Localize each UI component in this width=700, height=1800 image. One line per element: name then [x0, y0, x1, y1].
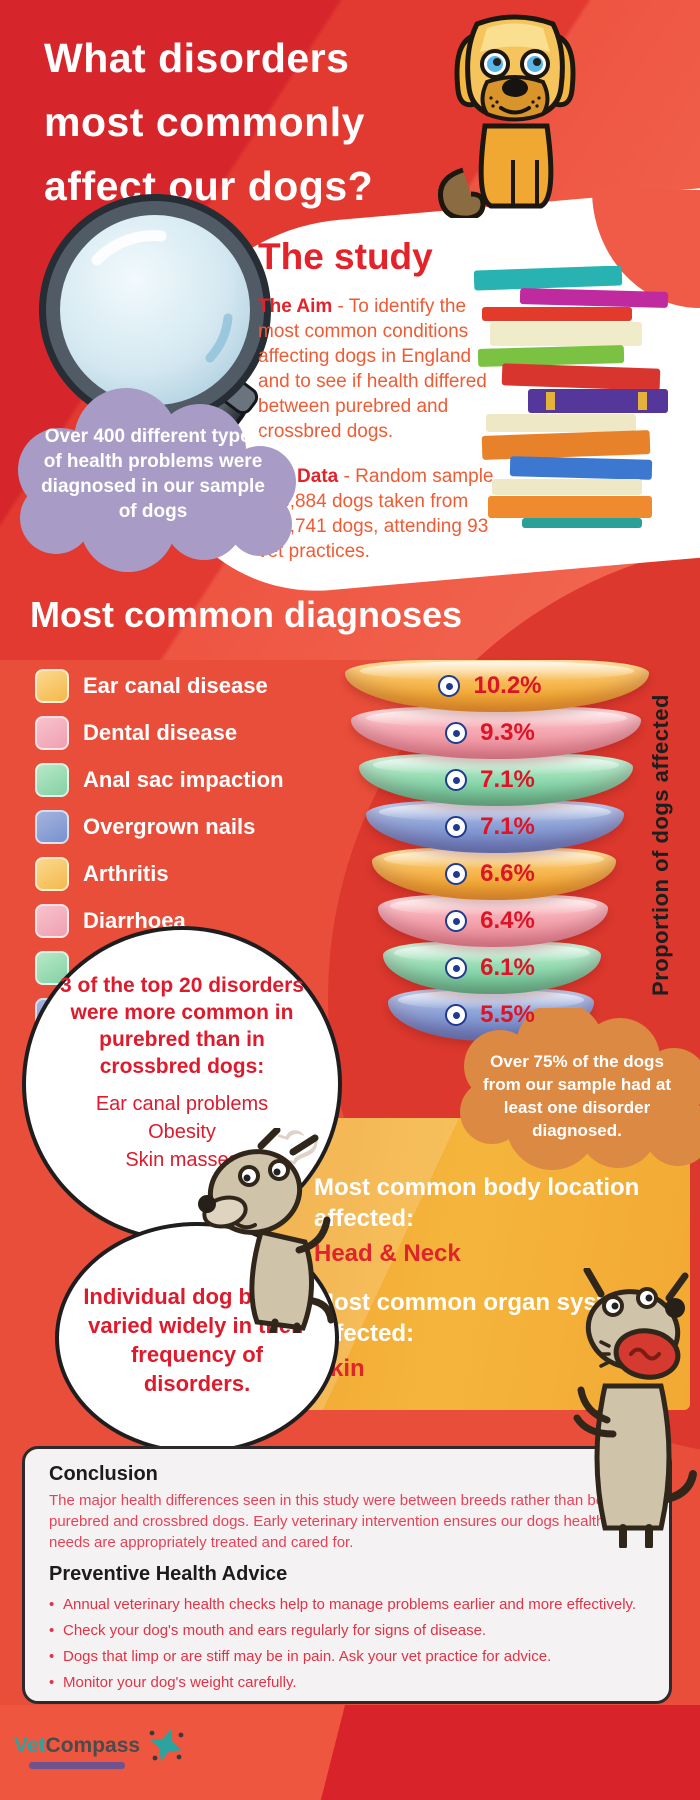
- purple-cloud-shape: [18, 388, 296, 572]
- howling-dog-illustration: [573, 1268, 697, 1548]
- legend-label: Overgrown nails: [83, 813, 256, 839]
- legend-item: Dental disease: [35, 709, 237, 756]
- dog-illustration: [437, 14, 576, 218]
- vetcompass-logo: VetCompass: [14, 1728, 186, 1769]
- confused-dog-illustration: [198, 1128, 335, 1333]
- funnel-percentage: 6.4%: [480, 907, 535, 934]
- legend-label: Arthritis: [83, 860, 169, 886]
- legend-swatch-pink: [35, 715, 69, 750]
- funnel-value-row: 6.4%: [370, 899, 610, 943]
- study-heading: The study: [258, 236, 433, 277]
- advice-item: Dogs that limp or are stiff may be in pa…: [49, 1644, 645, 1670]
- advice-item: Annual veterinary health checks help to …: [49, 1592, 645, 1618]
- advice-heading: Preventive Health Advice: [49, 1563, 288, 1585]
- axis-label: Proportion of dogs affected: [648, 694, 673, 996]
- bullseye-icon: [445, 816, 468, 838]
- bubble-top20-item: Skin masses: [125, 1149, 239, 1171]
- study-data-text: - Random sample of 3,884 dogs taken from…: [258, 466, 494, 562]
- legend-swatch-orange: [35, 668, 69, 703]
- funnel-value-row: 7.1%: [370, 758, 610, 802]
- legend-item: Arthritis: [35, 850, 169, 897]
- advice-list: Annual veterinary health checks help to …: [49, 1592, 645, 1701]
- legend-swatch-blue: [35, 809, 69, 844]
- legend-swatch-pink: [35, 903, 69, 938]
- vetcompass-text: VetCompass: [14, 1735, 140, 1769]
- funnel-value-row: 7.1%: [370, 805, 610, 849]
- legend-swatch-green: [35, 762, 69, 797]
- bullseye-icon: [445, 957, 468, 979]
- body-location-value: Head & Neck: [314, 1240, 461, 1267]
- legend-item: Overgrown nails: [35, 803, 255, 850]
- funnel-value-row: 9.3%: [370, 711, 610, 755]
- footer: VetCompass O'Neill, D.G., et al., Preval…: [0, 1705, 700, 1800]
- vetcompass-name: VetCompass: [14, 1735, 140, 1757]
- vetcompass-vet: Vet: [14, 1734, 46, 1757]
- funnel-percentage: 9.3%: [480, 719, 535, 746]
- legend-item: Ear canal disease: [35, 662, 268, 709]
- study-aim-label: The Aim: [258, 296, 333, 317]
- funnel-value-row: 5.5%: [370, 993, 610, 1037]
- conclusion-panel: Conclusion The major health differences …: [22, 1446, 672, 1704]
- title-line-2: most commonly: [44, 99, 365, 145]
- bullseye-icon: [445, 722, 468, 744]
- advice-item: Pet insurance can help to reduce cost co…: [49, 1696, 645, 1701]
- bubble-top20: 3 of the top 20 disorders were more comm…: [22, 926, 342, 1242]
- bullseye-icon: [445, 863, 468, 885]
- advice-item: Check your dog's mouth and ears regularl…: [49, 1618, 645, 1644]
- vetcompass-compass: Compass: [45, 1734, 141, 1757]
- axis-label-container: Proportion of dogs affected: [632, 630, 690, 1060]
- study-data: The Data - Random sample of 3,884 dogs t…: [258, 464, 496, 564]
- advice-item: Monitor your dog's weight carefully.: [49, 1670, 645, 1696]
- bullseye-icon: [445, 1004, 468, 1026]
- funnel-percentage: 7.1%: [480, 813, 535, 840]
- orange-cloud-text: Over 75% of the dogs from our sample had…: [483, 1052, 671, 1140]
- bullseye-icon: [438, 675, 461, 697]
- funnel-percentage: 6.6%: [480, 860, 535, 887]
- conclusion-text: The major health differences seen in thi…: [49, 1492, 645, 1551]
- study-section: The study The Aim - To identify the most…: [258, 236, 496, 584]
- page-title: What disorders most commonly affect our …: [44, 26, 373, 218]
- funnel-percentage: 5.5%: [480, 1001, 535, 1028]
- purple-cloud-text: Over 400 different types of health probl…: [41, 426, 265, 522]
- funnel-percentage: 7.1%: [480, 766, 535, 793]
- vetcompass-star-icon: [149, 1728, 184, 1762]
- bubble-top20-item: Obesity: [148, 1121, 216, 1143]
- legend-label: Dental disease: [83, 719, 238, 745]
- legend-label: Anal sac impaction: [83, 766, 284, 792]
- books-illustration: [473, 266, 669, 528]
- bubble-top20-item: Ear canal problems: [95, 1093, 269, 1115]
- vetcompass-subline: [29, 1762, 126, 1769]
- title-line-1: What disorders: [44, 35, 350, 81]
- funnel-value-row: 10.2%: [370, 664, 610, 708]
- bullseye-icon: [445, 910, 468, 932]
- diagnoses-heading: Most common diagnoses: [30, 594, 463, 635]
- body-location-label: Most common body location affected:: [314, 1174, 640, 1232]
- bubble-top20-items: Ear canal problems Obesity Skin masses: [96, 1090, 268, 1174]
- orange-cloud-shape: [460, 1008, 700, 1170]
- funnel-percentage: 6.1%: [480, 954, 535, 981]
- title-line-3: affect our dogs?: [44, 163, 374, 209]
- funnel-value-row: 6.6%: [370, 852, 610, 896]
- legend-swatch-orange: [35, 856, 69, 891]
- legend-label: Ear canal disease: [83, 672, 268, 698]
- bubble-top20-title: 3 of the top 20 disorders were more comm…: [60, 974, 304, 1078]
- footer-left-panel: [0, 1705, 345, 1800]
- legend-item: Anal sac impaction: [35, 756, 284, 803]
- study-aim-text: - To identify the most common conditions…: [258, 296, 487, 442]
- funnel-value-row: 6.1%: [370, 946, 610, 990]
- bullseye-icon: [445, 769, 468, 791]
- study-aim: The Aim - To identify the most common co…: [258, 294, 496, 444]
- conclusion-heading: Conclusion: [49, 1463, 158, 1485]
- funnel-percentage: 10.2%: [473, 672, 542, 699]
